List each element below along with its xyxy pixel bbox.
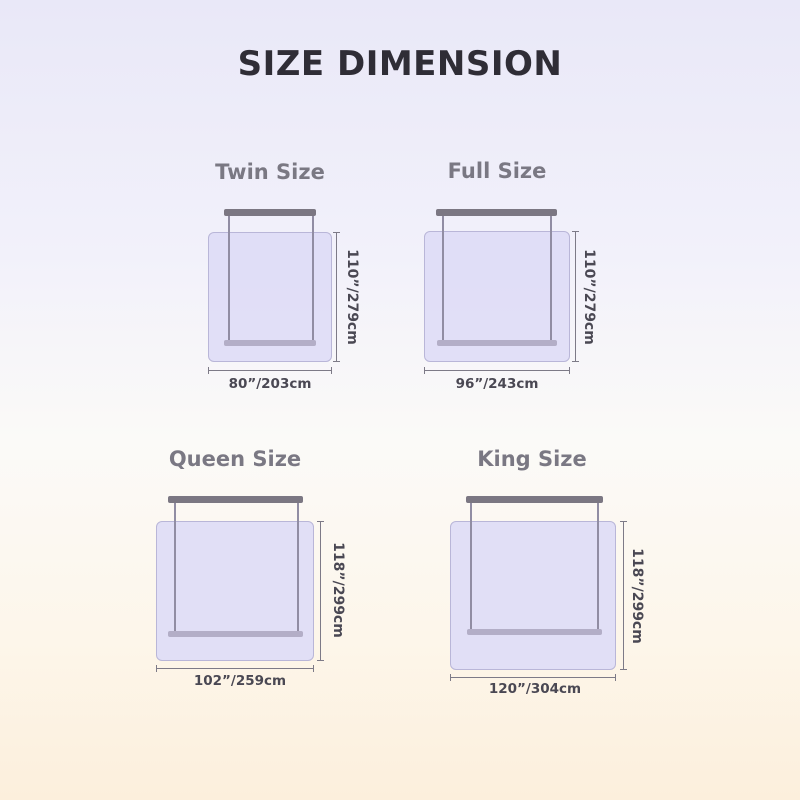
full-height-line bbox=[575, 231, 576, 362]
full-height-tick-bottom bbox=[572, 361, 579, 362]
queen-height-tick-bottom bbox=[317, 660, 324, 661]
twin-bottom-bar bbox=[224, 340, 316, 346]
twin-top-rod bbox=[224, 209, 316, 216]
twin-height-line bbox=[336, 232, 337, 362]
king-width-tick-left bbox=[450, 674, 451, 681]
king-size-label: King Size bbox=[477, 447, 587, 471]
full-width-tick-left bbox=[424, 367, 425, 374]
king-height-tick-bottom bbox=[620, 669, 627, 670]
queen-size-label: Queen Size bbox=[168, 447, 302, 471]
full-top-rod bbox=[436, 209, 557, 216]
king-left-wire bbox=[470, 502, 472, 632]
queen-left-wire bbox=[174, 502, 176, 632]
queen-curtain bbox=[156, 521, 314, 661]
king-width-tick-right bbox=[615, 674, 616, 681]
full-width-tick-right bbox=[569, 367, 570, 374]
full-bottom-bar bbox=[437, 340, 557, 346]
queen-width-line bbox=[156, 668, 314, 669]
king-height-line bbox=[623, 521, 624, 670]
king-bottom-bar bbox=[467, 629, 602, 635]
queen-height-line bbox=[320, 521, 321, 661]
twin-height-tick-top bbox=[333, 232, 340, 233]
full-height-label: 110”/279cm bbox=[581, 249, 597, 345]
twin-width-line bbox=[208, 370, 332, 371]
king-height-label: 118”/299cm bbox=[629, 548, 645, 644]
king-top-rod bbox=[466, 496, 603, 503]
queen-width-label: 102”/259cm bbox=[193, 673, 287, 689]
queen-right-wire bbox=[297, 502, 299, 632]
twin-width-label: 80”/203cm bbox=[228, 376, 312, 392]
page-title: SIZE DIMENSION bbox=[237, 44, 563, 84]
king-width-line bbox=[450, 677, 616, 678]
queen-bottom-bar bbox=[168, 631, 303, 637]
queen-top-rod bbox=[168, 496, 303, 503]
full-width-line bbox=[424, 370, 570, 371]
king-curtain bbox=[450, 521, 616, 670]
full-right-wire bbox=[550, 215, 552, 342]
twin-height-tick-bottom bbox=[333, 361, 340, 362]
full-size-label: Full Size bbox=[447, 159, 547, 183]
queen-width-tick-right bbox=[313, 665, 314, 672]
twin-width-tick-left bbox=[208, 367, 209, 374]
full-height-tick-top bbox=[572, 231, 579, 232]
twin-right-wire bbox=[312, 215, 314, 342]
full-left-wire bbox=[442, 215, 444, 342]
king-width-label: 120”/304cm bbox=[488, 681, 582, 697]
twin-size-label: Twin Size bbox=[215, 160, 325, 184]
king-height-tick-top bbox=[620, 521, 627, 522]
twin-width-tick-right bbox=[331, 367, 332, 374]
king-right-wire bbox=[597, 502, 599, 632]
queen-height-label: 118”/299cm bbox=[330, 542, 346, 638]
twin-left-wire bbox=[228, 215, 230, 342]
full-width-label: 96”/243cm bbox=[455, 376, 539, 392]
queen-width-tick-left bbox=[156, 665, 157, 672]
twin-height-label: 110”/279cm bbox=[344, 249, 360, 345]
queen-height-tick-top bbox=[317, 521, 324, 522]
